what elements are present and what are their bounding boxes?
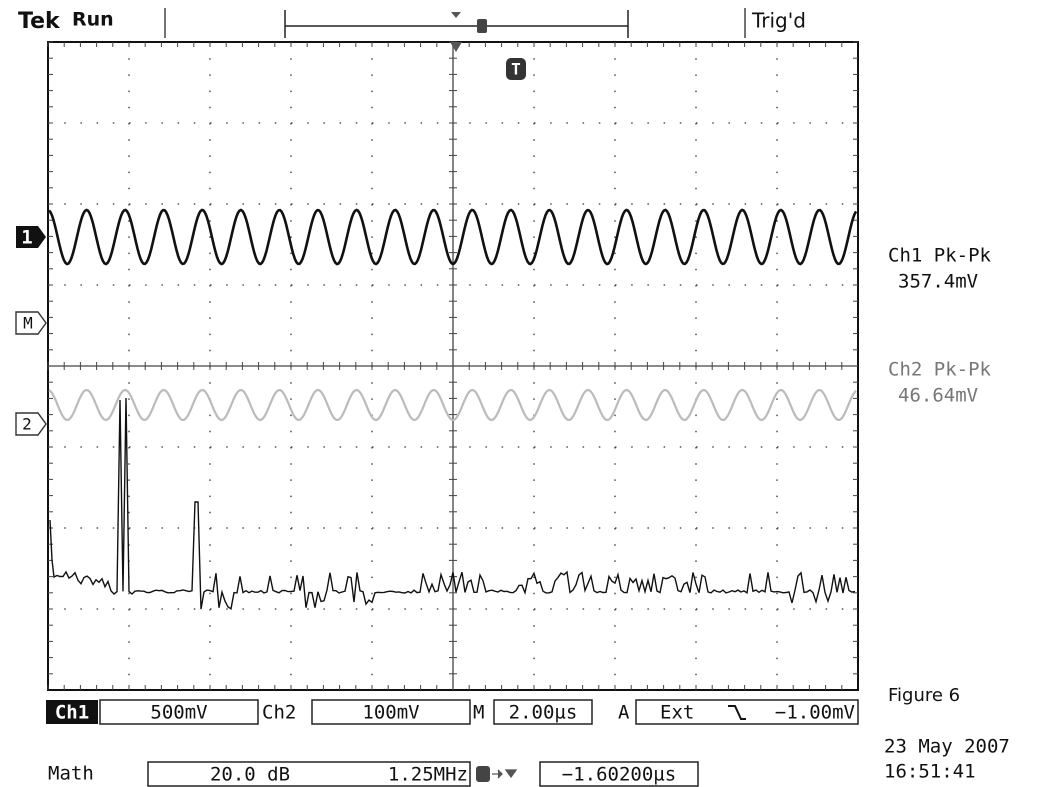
- trigger-position-marker: [450, 42, 462, 52]
- trigger-label: A: [618, 702, 630, 724]
- position-arrow-icon: [492, 769, 518, 779]
- time-label: M: [473, 702, 484, 724]
- ch2-waveform: [48, 388, 857, 422]
- measurement-label: Ch2 Pk-Pk: [888, 359, 992, 381]
- trigger-state: Trig'd: [751, 9, 806, 33]
- trigger-box: [635, 699, 859, 725]
- math-label: Math: [48, 763, 94, 785]
- ch1-marker-box: [16, 226, 46, 248]
- ch2-scale: 100mV: [362, 702, 419, 724]
- ch1-waveform: [48, 208, 858, 266]
- graticule: [47, 41, 859, 691]
- trigger-marker: T: [511, 60, 521, 79]
- measurement-value: 46.64mV: [898, 385, 978, 407]
- measurement-label: Ch1 Pk-Pk: [888, 245, 992, 267]
- trigger-level: −1.00mV: [775, 702, 855, 724]
- ch2-label: Ch2: [262, 702, 296, 724]
- date: 23 May 2007: [884, 736, 1010, 758]
- trigger-icon: [476, 766, 490, 782]
- math-span: 1.25MHz: [388, 764, 468, 786]
- time-scale: 2.00µs: [509, 702, 578, 724]
- trigger-source: Ext: [660, 702, 694, 724]
- math-position: −1.60200µs: [562, 764, 676, 786]
- ch1-label-box: [46, 700, 98, 724]
- ch1-scale-box: [99, 699, 259, 725]
- caption: Figure 6: [888, 685, 960, 706]
- math-box: [147, 761, 471, 787]
- ch2-scale-box: [311, 699, 471, 725]
- math-waveform: [49, 397, 856, 610]
- math-marker: M: [23, 314, 33, 333]
- record-bracket: [284, 10, 629, 38]
- run-status: Run: [72, 9, 114, 31]
- time-scale-box: [493, 699, 593, 725]
- math-marker-box: [15, 311, 47, 335]
- time: 16:51:41: [884, 761, 976, 783]
- ch1-marker: 1: [21, 227, 32, 249]
- falling-edge-icon: [728, 705, 746, 720]
- brand: Tek: [18, 9, 61, 34]
- ch1-scale: 500mV: [150, 702, 207, 724]
- ch1-label: Ch1: [55, 702, 89, 724]
- ch2-marker-box: [15, 412, 47, 436]
- position-box: [539, 761, 699, 787]
- measurement-value: 357.4mV: [898, 271, 978, 293]
- ch2-marker: 2: [22, 415, 32, 434]
- trigger-marker-box: [506, 58, 526, 80]
- math-scale: 20.0 dB: [210, 764, 290, 786]
